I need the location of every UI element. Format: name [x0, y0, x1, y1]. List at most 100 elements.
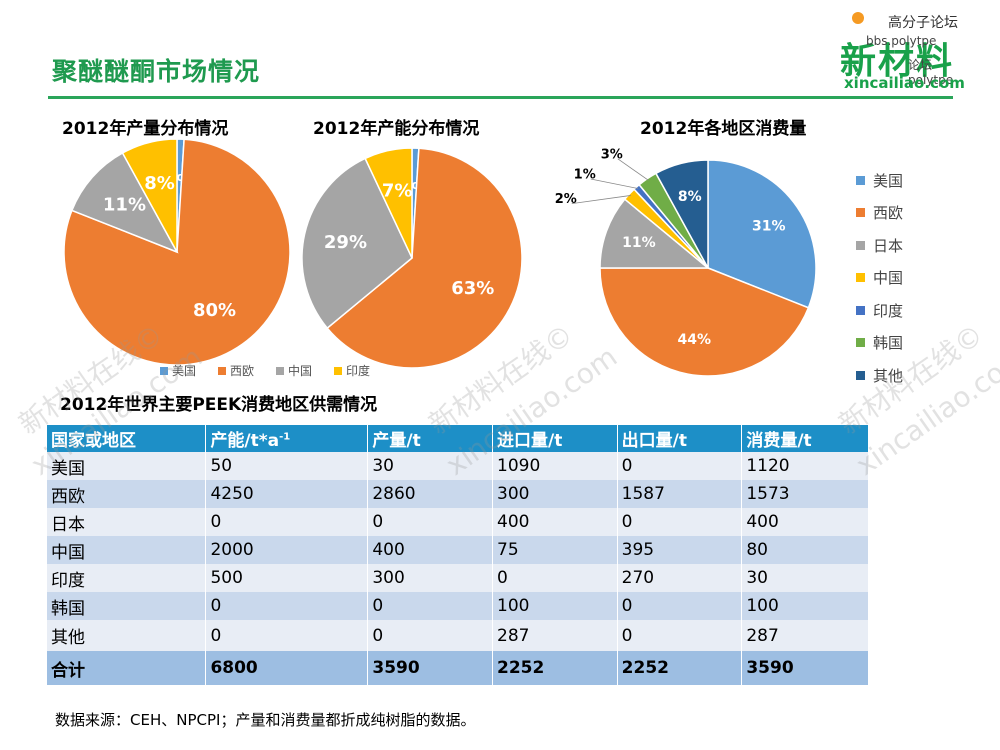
table-cell: 395 [617, 536, 743, 564]
table-cell: 0 [205, 508, 369, 536]
pie2-title: 2012年产能分布情况 [313, 119, 480, 139]
legend-swatch [856, 208, 865, 218]
table-cell: 2252 [617, 651, 743, 685]
logo-dot-icon [852, 12, 864, 24]
table-row: 中国 2000 400 75 395 80 [47, 536, 869, 564]
table-cell: 其他 [47, 620, 207, 651]
legend-label: 其他 [873, 366, 904, 385]
table-cell: 西欧 [47, 480, 207, 508]
pie-data-label: 11% [103, 195, 146, 216]
legend-swatch [160, 366, 168, 375]
pie-chart-capacity: 1%63%29%7% [301, 147, 523, 369]
pie-data-label: 11% [622, 235, 656, 251]
table-cell: 287 [741, 620, 869, 651]
legend-item: 西欧 [856, 197, 903, 230]
table-cell: 0 [617, 508, 743, 536]
table-cell: 印度 [47, 564, 207, 592]
pie-data-label: 8% [144, 173, 175, 194]
legend-swatch [276, 366, 285, 375]
pie-slice-印度 [364, 147, 413, 259]
col-header-output: 产量/t [367, 425, 494, 452]
legend-item: 西欧 [218, 362, 254, 379]
table-row: 其他 0 0 287 0 287 [47, 620, 869, 651]
col-header-import: 进口量/t [492, 425, 618, 452]
table-cell: 2252 [492, 651, 618, 685]
table-row: 韩国 0 0 100 0 100 [47, 592, 869, 620]
table-cell: 300 [367, 564, 494, 592]
pie1-legend: 美国 西欧 中国 印度 [160, 362, 370, 379]
logo-bbs-text: bbs.polytpe [866, 34, 937, 48]
legend-swatch [856, 175, 865, 185]
table-cell: 合计 [47, 651, 207, 685]
pie-data-label: 1% [574, 167, 596, 182]
legend-label: 印度 [873, 301, 904, 320]
legend-item: 美国 [160, 362, 196, 379]
logo-bbs-suffix: 论坛 polytpe [908, 58, 954, 87]
pie-slice-美国 [707, 159, 817, 309]
legend-swatch [856, 338, 865, 348]
logo-forum-text: 高分子论坛 [888, 15, 958, 31]
legend-item: 印度 [334, 362, 370, 379]
legend-label: 西欧 [230, 364, 255, 378]
table-cell: 1090 [492, 452, 618, 480]
table-row: 美国 50 30 1090 0 1120 [47, 452, 869, 480]
legend-item: 日本 [856, 229, 903, 262]
table-cell: 300 [492, 480, 618, 508]
pie3-title: 2012年各地区消费量 [640, 119, 807, 139]
table-cell: 2860 [367, 480, 494, 508]
legend-swatch [856, 273, 865, 283]
table-cell: 3590 [741, 651, 869, 685]
pie-slice-中国 [70, 151, 179, 254]
page-title: 聚醚醚酮市场情况 [52, 57, 261, 86]
table-cell: 100 [492, 592, 618, 620]
pie-chart-consumption: 31% 44% 11% 2% 1% 3% 8% [555, 147, 817, 377]
col-header-capacity-text: 产能/t*a [210, 431, 280, 451]
table-cell: 287 [492, 620, 618, 651]
legend-label: 韩国 [873, 334, 904, 353]
pie-data-label: 2% [555, 192, 577, 207]
table-cell: 4250 [205, 480, 369, 508]
table-cell: 日本 [47, 508, 207, 536]
table-cell: 400 [367, 536, 494, 564]
table-cell: 韩国 [47, 592, 207, 620]
table-cell: 1120 [741, 452, 869, 480]
pie-data-label: 7% [382, 180, 413, 201]
data-source-note: 数据来源：CEH、NPCPI；产量和消费量都折成纯树脂的数据。 [55, 711, 476, 729]
legend-label: 中国 [873, 269, 904, 288]
table-cell: 3590 [367, 651, 494, 685]
pie-slice-西欧 [326, 147, 523, 369]
supply-demand-table: 国家或地区 产能/t*a-1 产量/t 进口量/t 出口量/t 消费量/t 美国… [47, 425, 869, 685]
legend-label: 美国 [873, 171, 904, 190]
pie-data-label: 80% [193, 300, 236, 321]
table-cell: 270 [617, 564, 743, 592]
leader-line [571, 195, 631, 205]
col-header-export: 出口量/t [617, 425, 743, 452]
legend-item: 中国 [276, 362, 312, 379]
legend-swatch [856, 370, 865, 380]
site-logo: 高分子论坛 新材料 bbs.polytpe 论坛 polytpe xincail… [838, 8, 978, 94]
table-cell: 30 [741, 564, 869, 592]
table-cell: 1573 [741, 480, 869, 508]
pie-slice-日本 [599, 198, 711, 269]
leader-line [617, 158, 649, 181]
pie-slice-其他 [654, 159, 709, 269]
table-title: 2012年世界主要PEEK消费地区供需情况 [60, 395, 378, 415]
pie-data-label: 31% [752, 219, 786, 235]
pie-data-label: 3% [601, 147, 623, 162]
legend-label: 美国 [172, 364, 197, 378]
table-cell: 75 [492, 536, 618, 564]
pie3-legend: 美国 西欧 日本 中国 印度 韩国 其他 [856, 164, 903, 392]
leader-line [590, 178, 638, 189]
pie-slice-印度 [121, 138, 178, 253]
table-cell: 0 [617, 592, 743, 620]
table-cell: 30 [367, 452, 494, 480]
table-cell: 0 [367, 508, 494, 536]
table-cell: 0 [367, 620, 494, 651]
col-header-region: 国家或地区 [47, 425, 207, 452]
pie-data-label: 29% [324, 232, 367, 253]
table-cell: 0 [205, 592, 369, 620]
pie-slice-西欧 [599, 267, 810, 377]
legend-swatch [856, 240, 865, 250]
table-row: 西欧 4250 2860 300 1587 1573 [47, 480, 869, 508]
table-cell: 0 [617, 452, 743, 480]
